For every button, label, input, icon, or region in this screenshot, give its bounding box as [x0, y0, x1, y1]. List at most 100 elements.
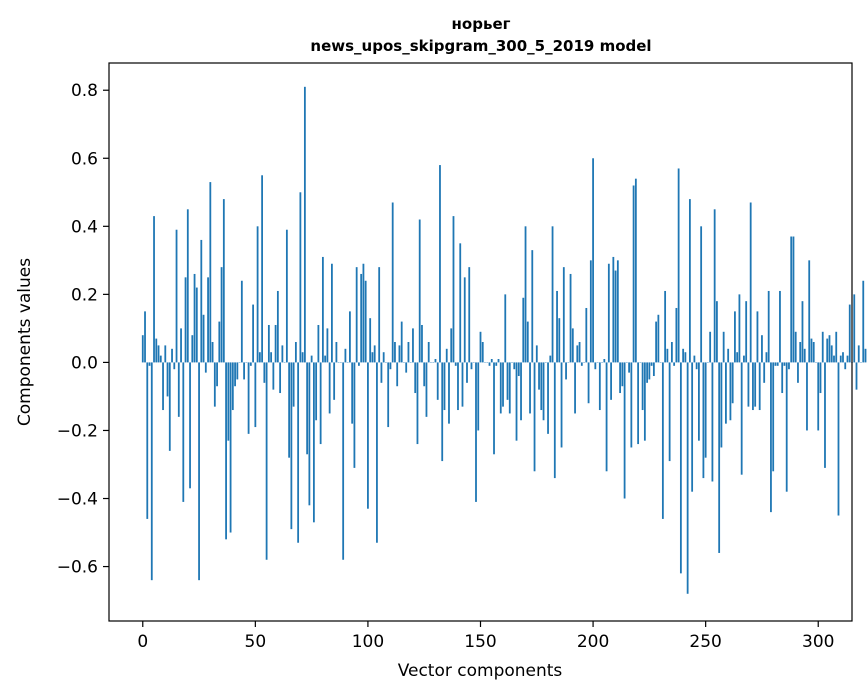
- bar: [747, 362, 750, 407]
- bar: [211, 342, 214, 363]
- bar: [801, 301, 804, 363]
- bar: [695, 362, 698, 370]
- bar: [655, 321, 658, 363]
- bar: [646, 362, 649, 383]
- bar: [776, 362, 779, 366]
- bar: [445, 348, 448, 363]
- bar: [220, 267, 223, 363]
- bar: [391, 202, 394, 363]
- bar: [803, 348, 806, 363]
- bar: [168, 362, 171, 451]
- bar: [373, 345, 376, 363]
- bar: [837, 362, 840, 516]
- bar: [698, 362, 700, 441]
- bar: [202, 314, 205, 363]
- bar: [725, 362, 727, 424]
- bar: [817, 362, 820, 431]
- bar: [164, 345, 167, 363]
- bar: [810, 338, 813, 363]
- bar: [427, 342, 430, 363]
- bar: [479, 331, 482, 363]
- bar: [594, 362, 597, 370]
- bar: [522, 297, 525, 363]
- bar: [279, 362, 282, 394]
- bar: [765, 352, 768, 363]
- bar: [475, 362, 477, 502]
- bar: [702, 362, 705, 479]
- bar: [468, 267, 471, 363]
- bar: [141, 335, 144, 363]
- bar: [610, 362, 612, 400]
- bar: [727, 348, 730, 363]
- bar: [533, 362, 536, 472]
- bar: [477, 362, 480, 431]
- bar: [412, 328, 414, 363]
- bar: [785, 362, 788, 492]
- bar: [743, 355, 745, 363]
- bar: [767, 290, 770, 363]
- bar: [686, 362, 689, 594]
- bar: [436, 362, 439, 400]
- bar: [470, 362, 473, 370]
- bar: [157, 345, 160, 363]
- bar: [558, 318, 561, 363]
- bar: [664, 290, 667, 363]
- bar: [772, 362, 775, 472]
- bar: [792, 236, 795, 363]
- bar: [378, 267, 381, 363]
- bar: [457, 362, 459, 411]
- bar: [693, 355, 696, 363]
- bar: [272, 362, 275, 390]
- bar: [461, 362, 464, 407]
- bar: [263, 362, 266, 383]
- bar: [153, 216, 155, 363]
- bar: [540, 362, 543, 411]
- bar: [360, 273, 363, 363]
- bar: [574, 362, 576, 414]
- bar: [857, 345, 860, 363]
- bar: [166, 362, 169, 397]
- bar: [585, 307, 588, 363]
- bar: [353, 362, 356, 468]
- bar: [288, 362, 291, 458]
- bar: [207, 277, 209, 363]
- bar: [621, 362, 624, 387]
- bar: [193, 273, 196, 363]
- bar: [513, 362, 516, 370]
- bar: [538, 362, 540, 390]
- bar: [274, 324, 277, 363]
- bar: [342, 362, 345, 560]
- y-tick-label: −0.6: [57, 558, 98, 578]
- bar: [718, 362, 721, 553]
- bar: [553, 362, 556, 479]
- bar: [425, 362, 428, 417]
- bar: [355, 267, 358, 363]
- bar: [797, 362, 799, 383]
- x-axis-label: Vector components: [398, 661, 563, 681]
- bar: [830, 345, 833, 363]
- bar: [565, 362, 567, 380]
- bar: [641, 362, 644, 411]
- bar: [711, 362, 714, 482]
- bar: [276, 290, 279, 363]
- bar: [598, 362, 601, 411]
- bar: [234, 362, 236, 387]
- bar: [344, 348, 347, 363]
- bar: [549, 355, 552, 363]
- bar: [175, 229, 178, 363]
- bar: [294, 342, 297, 363]
- bar: [819, 362, 822, 394]
- bar: [556, 290, 558, 363]
- bar: [256, 226, 259, 363]
- bar: [182, 362, 185, 502]
- bar: [673, 362, 676, 366]
- x-tick-label: 200: [577, 632, 609, 652]
- bar: [738, 294, 741, 363]
- bar: [670, 342, 673, 363]
- bar: [376, 362, 378, 543]
- x-axis-ticks: 0 50 100 150 200 250 300: [137, 621, 834, 652]
- y-tick-label: 0.2: [71, 285, 98, 305]
- bar: [315, 362, 318, 421]
- bar: [331, 263, 333, 363]
- bar: [700, 226, 703, 363]
